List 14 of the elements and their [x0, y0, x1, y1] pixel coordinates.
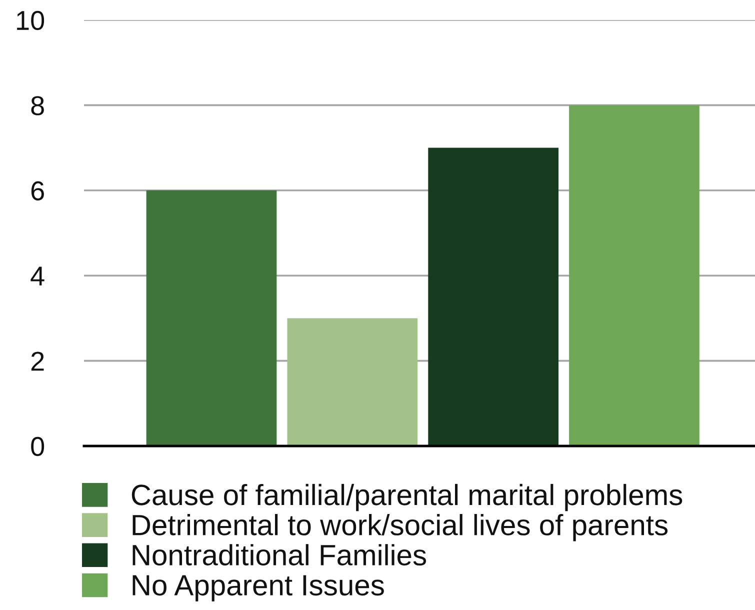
legend-label: No Apparent Issues	[132, 575, 384, 602]
bar	[569, 105, 700, 446]
y-tick-label: 6	[31, 181, 44, 200]
legend-label: Cause of familial/parental marital problems	[132, 484, 682, 512]
bar	[287, 318, 418, 446]
legend-label: Nontraditional Families	[132, 544, 426, 566]
y-tick-label: 8	[31, 96, 44, 116]
legend-label: Detrimental to work/social lives of parents	[132, 514, 668, 542]
y-tick-label: 10	[17, 10, 44, 30]
y-tick-label: 4	[30, 266, 44, 286]
y-tick-label: 0	[31, 436, 44, 456]
y-tick-label: 2	[31, 352, 44, 371]
bar	[146, 190, 277, 446]
bar	[428, 148, 558, 446]
